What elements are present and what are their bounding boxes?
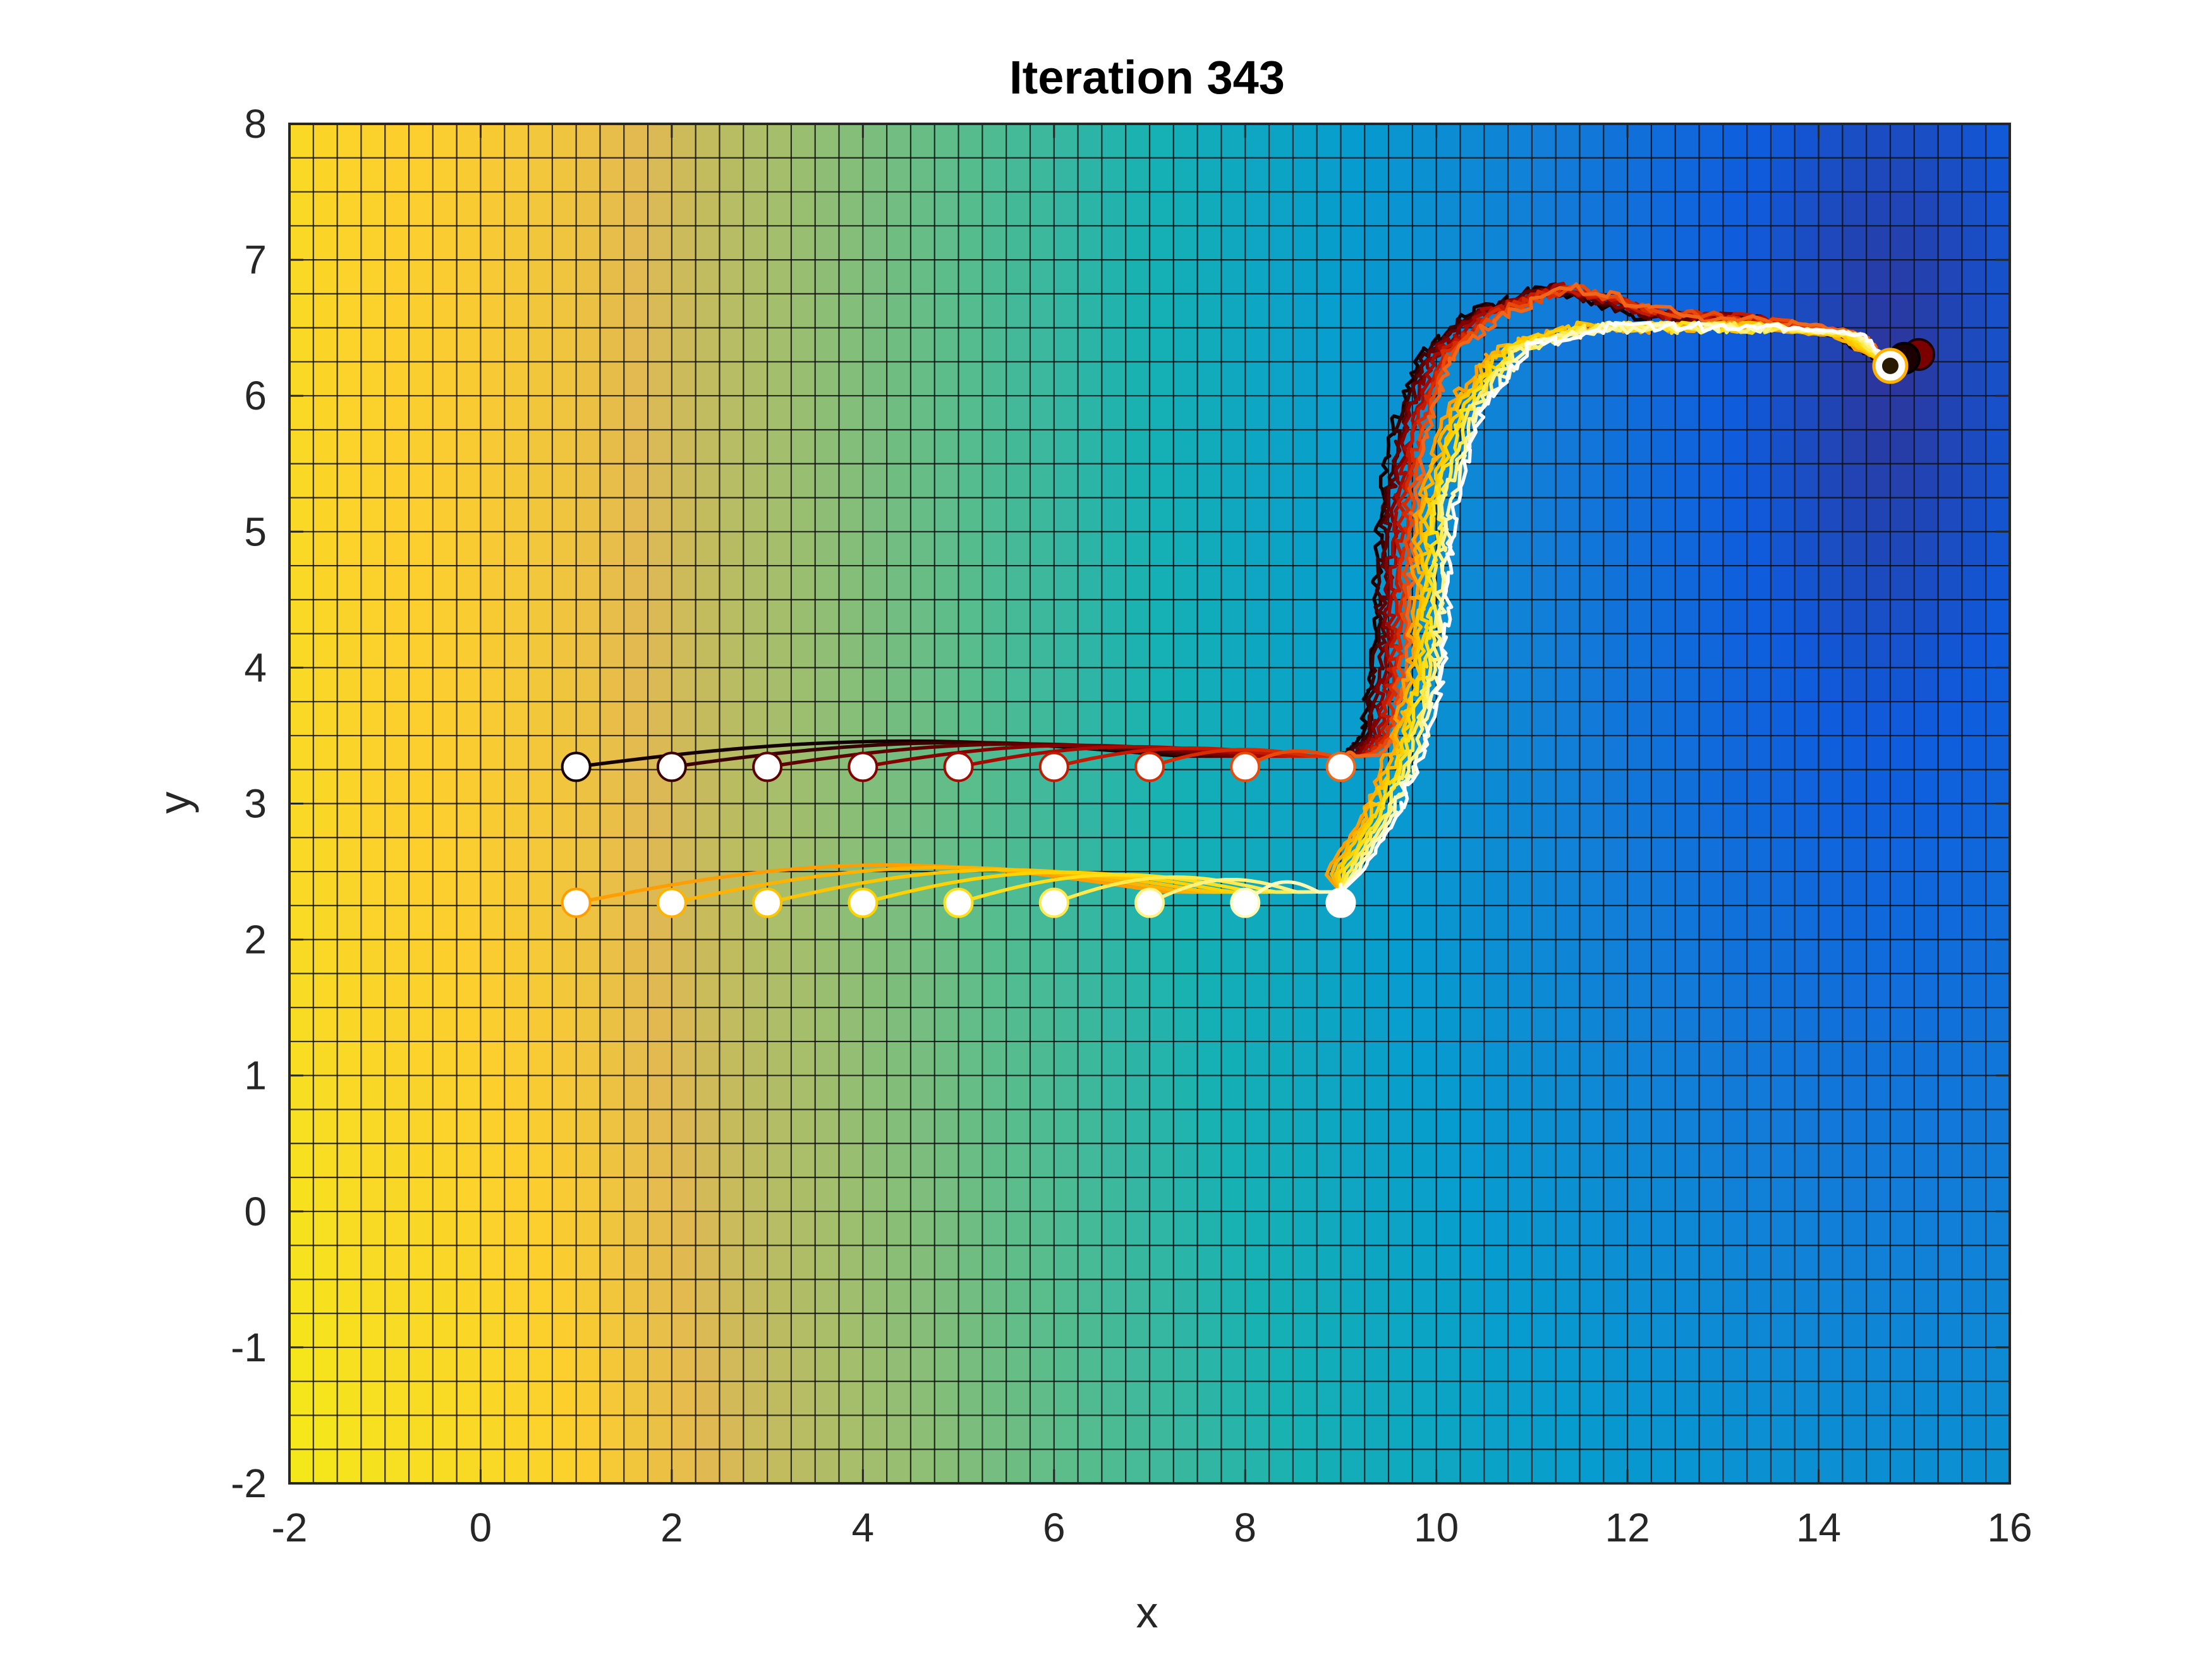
- y-tick-label: 1: [244, 1053, 267, 1098]
- lower-start-marker-3: [752, 887, 783, 918]
- upper-start-marker-5: [943, 751, 974, 782]
- chart-title: Iteration 343: [1009, 51, 1285, 104]
- trajectory-paths: [574, 281, 1893, 905]
- y-tick-label: 3: [244, 781, 267, 827]
- y-tick-label: -2: [231, 1461, 267, 1506]
- x-axis-label: x: [1136, 1588, 1158, 1637]
- x-tick-label: 4: [852, 1505, 875, 1550]
- lower-start-marker-8: [1230, 887, 1261, 918]
- lower-start-marker-2: [656, 887, 687, 918]
- upper-start-marker-2: [656, 751, 687, 782]
- y-tick-label: 4: [244, 645, 267, 690]
- y-tick-label: 7: [244, 237, 267, 283]
- y-tick-label: -1: [231, 1325, 267, 1370]
- upper-start-marker-9: [1325, 751, 1356, 782]
- x-tick-label: 16: [1987, 1505, 2032, 1550]
- y-tick-label: 0: [244, 1189, 267, 1234]
- start-markers: [561, 337, 1935, 918]
- y-axis-ticks: -2 -1 0 1 2 3 4 5 6 7 8: [231, 101, 2010, 1506]
- x-tick-label: 8: [1234, 1505, 1256, 1550]
- x-tick-label: 14: [1796, 1505, 1841, 1550]
- lower-start-marker-9: [1325, 887, 1356, 918]
- x-tick-label: 6: [1043, 1505, 1066, 1550]
- y-axis-label: y: [150, 792, 199, 814]
- x-tick-label: 12: [1605, 1505, 1650, 1550]
- upper-trajectory-9: [1339, 282, 1892, 769]
- upper-start-marker-1: [561, 751, 592, 782]
- y-tick-label: 5: [244, 509, 267, 554]
- heatmap-background: [289, 124, 2010, 1484]
- target-dot: [1881, 357, 1899, 374]
- x-tick-label: 2: [660, 1505, 683, 1550]
- lower-start-marker-6: [1038, 887, 1069, 918]
- y-tick-label: 6: [244, 373, 267, 418]
- upper-start-marker-4: [848, 751, 878, 782]
- lower-start-marker-5: [943, 887, 974, 918]
- upper-start-marker-7: [1134, 751, 1165, 782]
- upper-start-marker-8: [1230, 751, 1261, 782]
- y-tick-label: 2: [244, 917, 267, 963]
- lower-start-marker-1: [561, 887, 592, 918]
- lower-start-marker-4: [848, 887, 878, 918]
- upper-start-marker-6: [1038, 751, 1069, 782]
- x-tick-label: 10: [1414, 1505, 1459, 1550]
- x-tick-label: 0: [470, 1505, 492, 1550]
- upper-start-marker-3: [752, 751, 783, 782]
- x-axis-ticks: -2 0 2 4 6 8 10 12 14 16: [272, 124, 2033, 1550]
- y-tick-label: 8: [244, 101, 267, 147]
- lower-trajectory-9: [1339, 320, 1892, 905]
- x-tick-label: -2: [272, 1505, 308, 1550]
- lower-start-marker-7: [1134, 887, 1165, 918]
